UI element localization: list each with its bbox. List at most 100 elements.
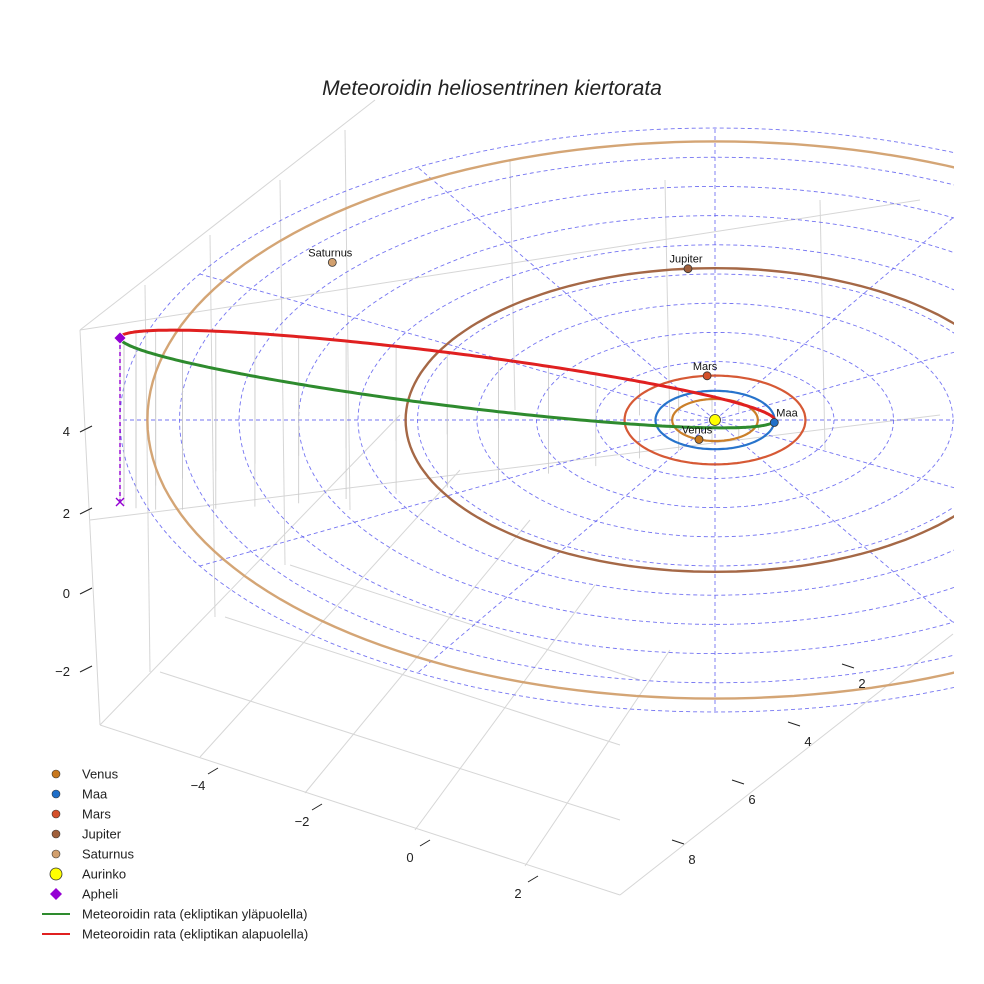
legend-label: Saturnus (82, 847, 135, 862)
grid-line (414, 584, 596, 831)
legend-label: Apheli (82, 887, 118, 902)
planet-label-jupiter: Jupiter (669, 254, 702, 266)
planet-marker-maa (769, 418, 779, 427)
ecliptic-grid-spoke (199, 419, 716, 567)
y-tick-label: 2 (858, 676, 865, 691)
legend-item: Venus (51, 767, 119, 782)
ecliptic-grid-spoke (199, 273, 716, 421)
axis-ticks: −2 0 2 4 −4 −2 0 2 2 4 6 8 (55, 424, 865, 901)
grid-line (819, 199, 826, 451)
legend-item: Meteoroidin rata (ekliptikan yläpuolella… (42, 907, 307, 922)
y-tick-mark (841, 663, 855, 669)
grid-line (159, 671, 621, 821)
legend-marker (51, 809, 61, 819)
ecliptic-grid-spoke (714, 216, 954, 421)
sun-marker (709, 414, 721, 426)
ecliptic-grid-spoke (417, 166, 716, 421)
x-tick-label: −4 (191, 778, 206, 793)
legend-item: Mars (51, 807, 111, 822)
grid-line (89, 414, 941, 521)
z-tick-label: 4 (63, 424, 70, 439)
planet-label-mars: Mars (693, 361, 718, 373)
legend-label: Maa (82, 787, 108, 802)
legend-item: Meteoroidin rata (ekliptikan alapuolella… (42, 927, 308, 942)
legend-item: Saturnus (51, 847, 135, 862)
orbit-jupiter (404, 266, 954, 574)
y-tick-label: 8 (688, 852, 695, 867)
planet-label-maa: Maa (776, 408, 798, 420)
x-tick-mark (527, 875, 539, 883)
z-tick-label: −2 (55, 664, 70, 679)
legend-item: Aurinko (49, 867, 126, 882)
y-tick-label: 4 (804, 734, 811, 749)
z-tick-label: 0 (63, 586, 70, 601)
planet-label-saturnus: Saturnus (308, 247, 353, 259)
z-tick-mark (79, 425, 93, 433)
y-tick-mark (787, 721, 801, 727)
ecliptic-grid-spoke (714, 419, 954, 624)
grid-line (279, 179, 286, 566)
ecliptic-grid-ring (238, 185, 954, 655)
legend-marker (51, 829, 61, 839)
grid-line (524, 649, 671, 867)
legend-item: Jupiter (51, 827, 122, 842)
legend-marker (51, 789, 61, 799)
planet-orbits (146, 140, 954, 700)
chart-legend: Venus Maa Mars Jupiter Saturnus Aurinko Apheli… (42, 767, 308, 942)
legend-item: Apheli (50, 887, 118, 902)
x-tick-label: 0 (406, 850, 413, 865)
legend-label: Jupiter (82, 827, 122, 842)
planet-marker-venus (694, 435, 704, 444)
z-tick-mark (79, 507, 93, 515)
meteoroid-orbit-below (118, 328, 776, 421)
legend-marker (51, 769, 61, 779)
orbit-maa (654, 389, 776, 451)
z-axis-line (79, 329, 101, 726)
x-tick-label: −2 (295, 814, 310, 829)
back-wall-top-edge (79, 99, 376, 331)
y-axis-line (619, 633, 954, 896)
meteoroid-orbit (118, 328, 776, 430)
grid-line (224, 616, 621, 746)
chart-title: Meteoroidin heliosentrinen kiertorata (322, 77, 662, 100)
z-tick-label: 2 (63, 506, 70, 521)
ecliptic-grid (119, 127, 954, 713)
orbit-mars (623, 374, 807, 466)
legend-marker (49, 867, 63, 881)
planet-marker-jupiter (683, 264, 693, 274)
grid-line (79, 199, 921, 331)
aphelion-marker (113, 331, 127, 345)
legend-item: Maa (51, 787, 108, 802)
legend-marker (50, 888, 62, 900)
orbit-saturnus (146, 140, 954, 700)
legend-label: Meteoroidin rata (ekliptikan alapuolella… (82, 927, 308, 942)
ecliptic-grid-spoke (417, 419, 716, 674)
chart-markers: Venus Maa Mars Jupiter Saturnus (113, 247, 799, 507)
z-tick-mark (79, 665, 93, 673)
x-tick-mark (311, 803, 323, 811)
axis-box-grid (79, 99, 954, 896)
planet-label-venus: Venus (682, 425, 713, 437)
meteoroid-orbit-above (118, 337, 776, 430)
grid-line (509, 159, 516, 411)
legend-label: Venus (82, 767, 119, 782)
grid-line (99, 414, 401, 726)
aphelion-projection-marker (115, 497, 125, 507)
x-axis-line (99, 724, 621, 896)
planet-marker-mars (702, 371, 712, 381)
z-tick-mark (79, 587, 93, 595)
x-tick-mark (207, 767, 219, 775)
grid-line (344, 129, 351, 511)
y-tick-mark (671, 839, 685, 845)
grid-line (289, 564, 641, 681)
legend-label: Mars (82, 807, 111, 822)
grid-line (199, 469, 461, 758)
legend-label: Aurinko (82, 867, 126, 882)
y-tick-label: 6 (748, 792, 755, 807)
planet-marker-saturnus (327, 257, 337, 267)
x-tick-label: 2 (514, 886, 521, 901)
orbit-drop-lines (119, 330, 771, 510)
grid-line (209, 234, 216, 618)
grid-line (144, 284, 151, 673)
